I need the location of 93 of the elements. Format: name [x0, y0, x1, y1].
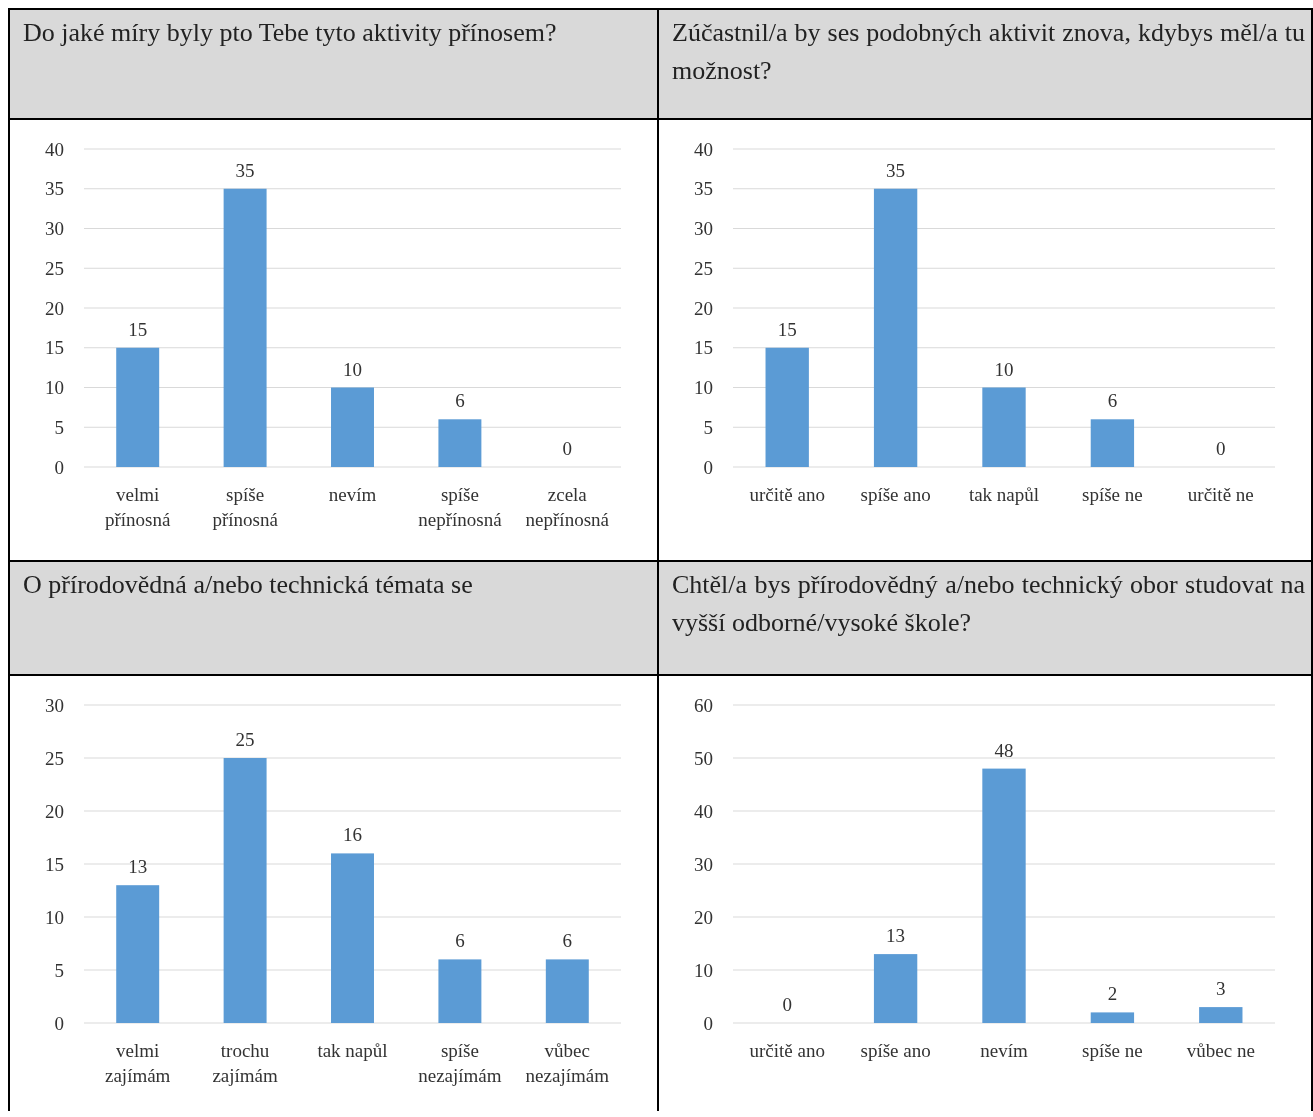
x-tick-label: spíše přínosná: [212, 484, 279, 530]
y-tick-label: 0: [703, 456, 713, 478]
bar: [873, 188, 918, 467]
x-tick-label: vůbec ne: [1186, 1040, 1255, 1061]
y-tick-label: 30: [45, 218, 64, 240]
bar: [116, 347, 160, 467]
bar: [873, 954, 918, 1023]
y-tick-label: 40: [694, 138, 713, 160]
data-label: 35: [886, 159, 906, 181]
y-tick-label: 25: [694, 257, 713, 279]
y-tick-label: 30: [694, 218, 713, 240]
data-label: 0: [562, 438, 573, 459]
y-tick-label: 60: [694, 694, 713, 716]
chart-title: Do jaké míry byly pto Tebe tyto aktivity přínosem?: [23, 17, 558, 49]
x-tick-label: nevím: [980, 1040, 1028, 1061]
y-tick-label: 15: [45, 337, 64, 359]
y-tick-label: 40: [694, 800, 713, 822]
x-tick-label: spíše ano: [860, 484, 931, 505]
y-tick-label: 15: [45, 853, 64, 875]
bar: [982, 387, 1026, 467]
data-label: 0: [1216, 438, 1226, 459]
y-tick-label: 0: [703, 1012, 713, 1034]
y-tick-label: 5: [54, 959, 64, 981]
data-label: 6: [562, 930, 573, 952]
bar: [223, 188, 267, 467]
chart-title: Chtěl/a bys přírodovědný a/nebo technický obor studovat na vyšší odborné/vysoké škole?: [672, 569, 1306, 639]
x-tick-label: tak napůl: [968, 484, 1040, 505]
y-tick-label: 10: [45, 906, 64, 928]
data-label: 2: [1107, 983, 1118, 1005]
chart-title: O přírodovědná a/nebo technická témata se: [23, 569, 474, 601]
x-tick-label: spíše nepřínosná: [418, 484, 503, 530]
x-tick-label: nevím: [328, 484, 377, 505]
x-tick-label: tak napůl: [317, 1040, 388, 1061]
bar: [223, 758, 267, 1023]
y-tick-label: 50: [694, 747, 713, 769]
x-tick-label: určitě ne: [1187, 484, 1254, 505]
y-tick-label: 5: [703, 416, 713, 438]
bar: [116, 885, 160, 1023]
y-tick-label: 30: [694, 853, 713, 875]
data-label: 6: [455, 390, 465, 412]
data-label: 6: [455, 930, 465, 952]
data-label: 48: [994, 739, 1014, 761]
y-tick-label: 25: [45, 257, 64, 279]
data-label: 35: [235, 159, 255, 181]
data-label: 6: [1107, 390, 1118, 412]
y-tick-label: 15: [694, 337, 713, 359]
y-tick-label: 0: [54, 456, 64, 478]
bar: [331, 853, 374, 1023]
x-tick-label: spíše nezajímám: [418, 1040, 502, 1086]
y-tick-label: 0: [54, 1012, 64, 1034]
bar: [438, 959, 482, 1023]
data-label: 13: [128, 856, 148, 878]
x-tick-label: trochu zajímám: [212, 1040, 279, 1086]
y-tick-label: 20: [694, 297, 713, 319]
x-tick-label: vůbec nezajímám: [525, 1040, 610, 1086]
x-tick-label: velmi zajímám: [104, 1040, 171, 1086]
y-tick-label: 10: [694, 959, 713, 981]
data-label: 13: [886, 925, 906, 947]
data-label: 10: [343, 358, 362, 380]
y-tick-label: 10: [694, 377, 713, 399]
data-label: 10: [994, 358, 1014, 380]
y-tick-label: 10: [45, 377, 64, 399]
bar: [765, 347, 809, 467]
data-label: 3: [1216, 978, 1226, 1000]
y-tick-label: 20: [45, 297, 64, 319]
x-tick-label: spíše ne: [1082, 1040, 1143, 1061]
x-tick-label: spíše ne: [1082, 484, 1143, 505]
bar: [982, 768, 1026, 1023]
bar: [545, 959, 589, 1023]
x-tick-label: spíše ano: [860, 1040, 931, 1061]
data-label: 15: [777, 318, 797, 340]
data-label: 15: [128, 318, 148, 340]
y-tick-label: 35: [694, 178, 713, 200]
data-label: 25: [235, 729, 255, 750]
x-tick-label: zcela nepřínosná: [525, 484, 610, 530]
data-label: 16: [343, 824, 362, 846]
y-tick-label: 40: [45, 138, 64, 160]
x-tick-label: určitě ano: [749, 1040, 825, 1061]
chart-title: Zúčastnil/a by ses podobných aktivit znova, kdybys měl/a tu možnost?: [672, 17, 1306, 87]
bar: [1199, 1007, 1243, 1023]
x-tick-label: velmi přínosná: [104, 484, 171, 530]
data-label: 0: [782, 994, 792, 1015]
x-tick-label: určitě ano: [749, 484, 825, 505]
y-tick-label: 25: [45, 747, 64, 769]
bar: [1090, 419, 1135, 467]
y-tick-label: 30: [45, 694, 64, 716]
bar: [438, 419, 482, 467]
bar: [331, 387, 374, 467]
y-tick-label: 35: [45, 178, 64, 200]
bar: [1090, 1012, 1135, 1023]
y-tick-label: 5: [54, 416, 64, 438]
y-tick-label: 20: [694, 906, 713, 928]
y-tick-label: 20: [45, 800, 64, 822]
